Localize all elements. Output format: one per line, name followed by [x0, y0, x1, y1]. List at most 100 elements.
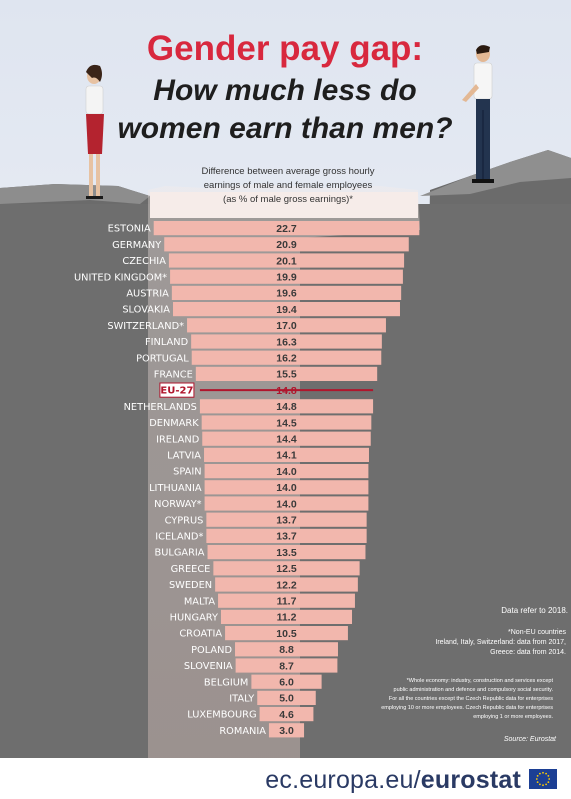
flag-star — [547, 775, 550, 777]
bar-row-slovenia: 8.7 SLOVENIA — [184, 658, 338, 673]
value-label-hungary: 11.2 — [277, 612, 297, 624]
category-label-denmark: DENMARK — [149, 418, 199, 429]
value-label-slovakia: 19.4 — [276, 304, 297, 316]
value-label-czechia: 20.1 — [276, 255, 297, 267]
category-label-italy: ITALY — [229, 694, 254, 705]
bar-lithuania — [204, 480, 369, 495]
bar-switzerland — [187, 318, 386, 333]
bar-latvia — [204, 447, 369, 462]
note-economy-2: public administration and defence and co… — [394, 687, 554, 693]
value-label-united-kingdom: 19.9 — [276, 272, 297, 284]
value-label-iceland: 13.7 — [276, 531, 297, 543]
bar-row-germany: 20.9 GERMANY — [112, 237, 409, 252]
value-label-ireland: 14.4 — [276, 434, 297, 446]
bar-row-portugal: 16.2 PORTUGAL — [136, 350, 382, 365]
bar-france — [195, 366, 378, 381]
category-label-luxembourg: LUXEMBOURG — [187, 710, 256, 721]
man-shirt — [473, 62, 493, 100]
value-label-austria: 19.6 — [276, 288, 297, 300]
bar-finland — [191, 334, 382, 349]
category-label-lithuania: LITHUANIA — [149, 483, 202, 494]
subtitle-line-1: Difference between average gross hourly — [201, 166, 374, 177]
bar-row-latvia: 14.1 LATVIA — [167, 447, 369, 462]
category-label-romania: ROMANIA — [219, 726, 266, 737]
bar-row-switzerland: 17.0 SWITZERLAND* — [107, 318, 386, 333]
bar-slovakia — [173, 302, 400, 317]
bar-row-spain: 14.0 SPAIN — [173, 464, 369, 479]
category-label-finland: FINLAND — [145, 337, 188, 348]
bar-row-lithuania: 14.0 LITHUANIA — [149, 480, 369, 495]
bar-row-austria: 19.6 AUSTRIA — [126, 285, 402, 300]
footer-link[interactable]: ec.europa.eu/eurostat — [265, 766, 521, 795]
bar-ireland — [202, 431, 371, 446]
category-label-united-kingdom: UNITED KINGDOM* — [74, 272, 167, 283]
woman-shoe-right — [94, 196, 103, 199]
category-label-switzerland: SWITZERLAND* — [107, 321, 184, 332]
man-hair — [476, 45, 490, 54]
note-economy-4: employing 10 or more employees. Czech Re… — [381, 705, 553, 711]
bar-row-eu-27: 14.8 EU-27 — [159, 382, 374, 398]
bar-row-greece: 12.5 GREECE — [171, 561, 360, 576]
woman-leg-right — [96, 154, 100, 196]
man-shoe-left — [472, 179, 484, 183]
category-label-sweden: SWEDEN — [169, 580, 212, 591]
bar-hungary — [220, 609, 353, 624]
bar-row-czechia: 20.1 CZECHIA — [122, 253, 405, 268]
flag-star — [542, 771, 544, 774]
subtitle-line-2: earnings of male and female employees — [204, 180, 373, 191]
bar-denmark — [201, 415, 372, 430]
flag-star — [536, 781, 539, 783]
category-label-slovakia: SLOVAKIA — [122, 305, 170, 316]
bar-poland — [235, 642, 338, 657]
note-non-eu-3: Greece: data from 2014. — [490, 649, 566, 656]
bar-row-belgium: 6.0 BELGIUM — [204, 674, 322, 689]
value-label-switzerland: 17.0 — [276, 320, 297, 332]
bars-layer: 22.7 ESTONIA 20.9 GERMANY 20.1 CZECHIA 19.9 UNI… — [74, 221, 420, 738]
value-label-france: 15.5 — [276, 369, 297, 381]
flag-star — [548, 778, 551, 780]
value-label-denmark: 14.5 — [276, 417, 297, 429]
value-label-romania: 3.0 — [279, 725, 294, 737]
bar-spain — [204, 464, 369, 479]
category-label-portugal: PORTUGAL — [136, 353, 189, 364]
category-label-austria: AUSTRIA — [126, 289, 169, 300]
flag-star — [545, 772, 547, 775]
bar-iceland — [206, 528, 367, 543]
title-line-2: How much less do — [153, 74, 416, 107]
flag-star — [535, 778, 538, 780]
bar-italy — [257, 690, 316, 705]
bar-row-cyprus: 13.7 CYPRUS — [165, 512, 367, 527]
category-label-bulgaria: BULGARIA — [154, 548, 204, 559]
value-label-luxembourg: 4.6 — [279, 709, 294, 721]
note-economy-5: employing 1 or more employees. — [473, 714, 553, 720]
bar-row-france: 15.5 FRANCE — [154, 366, 378, 381]
category-label-czechia: CZECHIA — [122, 256, 166, 267]
man-shoe-right — [482, 179, 494, 183]
bar-row-croatia: 10.5 CROATIA — [179, 626, 348, 641]
bar-greece — [213, 561, 360, 576]
category-label-france: FRANCE — [154, 370, 193, 381]
footer-url-plain: ec.europa.eu/ — [265, 766, 421, 794]
flag-star — [539, 783, 541, 786]
value-label-croatia: 10.5 — [276, 628, 297, 640]
eu-flag-icon — [529, 769, 557, 789]
value-label-sweden: 12.2 — [276, 579, 297, 591]
flag-star — [545, 783, 547, 786]
note-non-eu-2: Ireland, Italy, Switzerland: data from 2… — [435, 639, 566, 646]
subtitle-line-3: (as % of male gross earnings)* — [223, 194, 353, 205]
value-label-greece: 12.5 — [276, 563, 297, 575]
note-data-year: Data refer to 2018. — [501, 606, 568, 615]
value-label-malta: 11.7 — [277, 596, 297, 608]
bar-row-malta: 11.7 MALTA — [184, 593, 355, 608]
note-economy-3: For all the countries except the Czech R… — [389, 696, 553, 702]
bar-austria — [171, 285, 402, 300]
man-arm — [462, 84, 479, 102]
bar-row-norway: 14.0 NORWAY* — [154, 496, 369, 511]
title-line-3: women earn than men? — [117, 112, 452, 145]
bar-slovenia — [235, 658, 338, 673]
bar-row-slovakia: 19.4 SLOVAKIA — [122, 302, 400, 317]
note-source: Source: Eurostat — [504, 736, 557, 743]
category-label-belgium: BELGIUM — [204, 677, 248, 688]
bar-row-sweden: 12.2 SWEDEN — [169, 577, 358, 592]
